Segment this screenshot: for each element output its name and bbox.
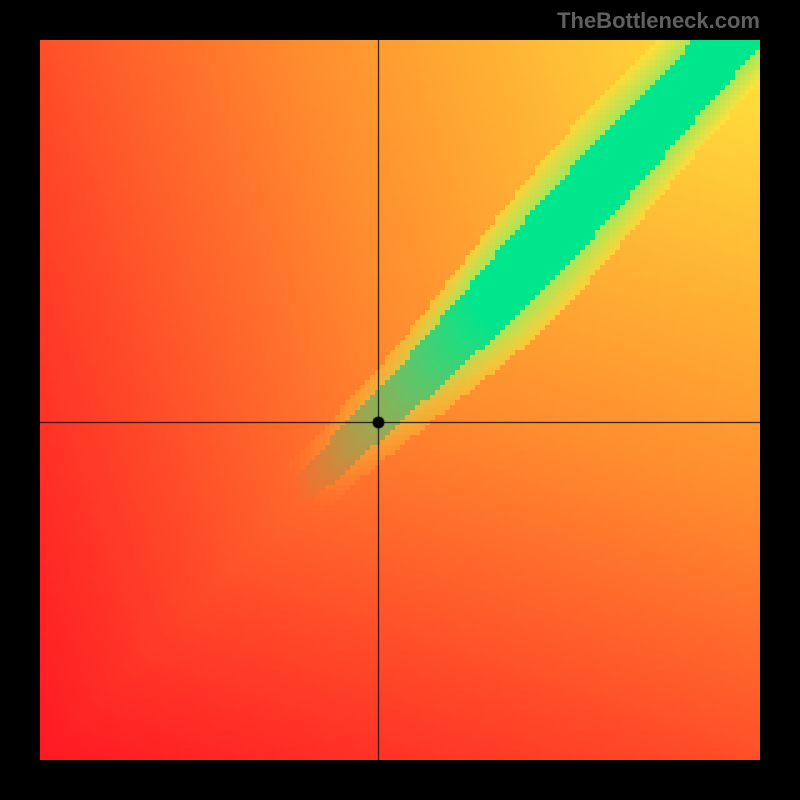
chart-container: TheBottleneck.com bbox=[0, 0, 800, 800]
crosshair-overlay bbox=[40, 40, 760, 760]
watermark-text: TheBottleneck.com bbox=[557, 8, 760, 34]
